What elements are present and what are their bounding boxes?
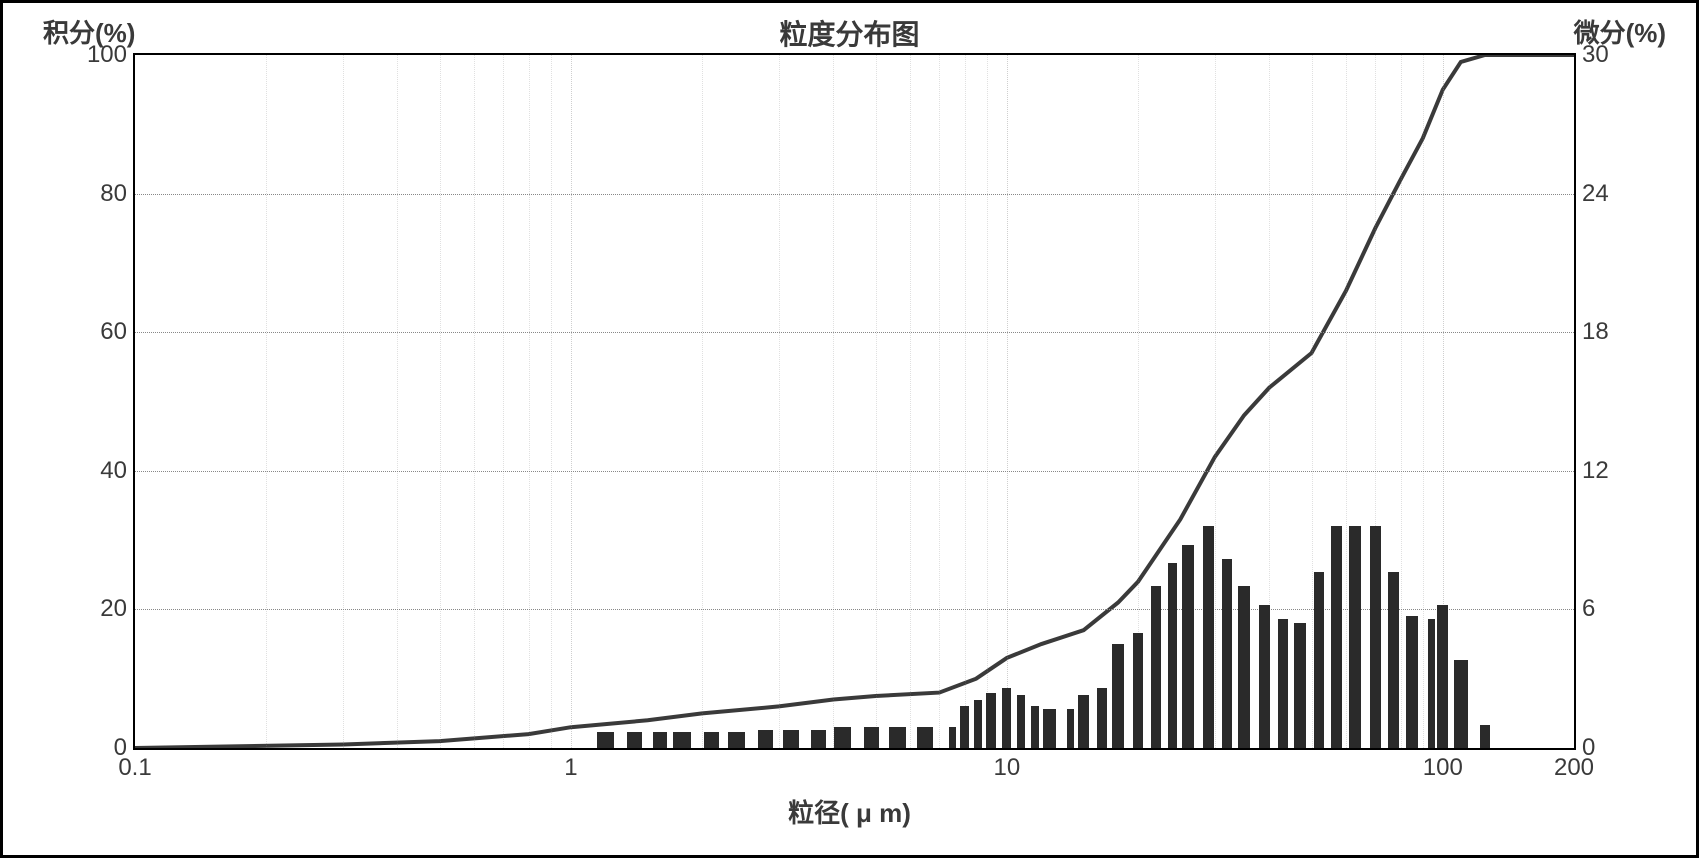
histogram-bar (949, 727, 956, 748)
histogram-bar (1406, 616, 1417, 748)
histogram-bar (1031, 706, 1039, 748)
grid-line-vertical (1312, 55, 1313, 748)
grid-line-vertical (1215, 55, 1216, 748)
ytick-left: 40 (100, 457, 135, 485)
histogram-bar (986, 693, 995, 748)
grid-line-vertical (1423, 55, 1424, 748)
grid-line-vertical (779, 55, 780, 748)
histogram-bar (627, 732, 642, 748)
x-axis-label: 粒径( μ m) (788, 793, 911, 830)
histogram-bar (1480, 725, 1491, 748)
histogram-bar (1002, 688, 1011, 748)
grid-line-vertical (1346, 55, 1347, 748)
ytick-left: 20 (100, 595, 135, 623)
histogram-bar (1203, 526, 1214, 748)
histogram-bar (1331, 526, 1342, 748)
histogram-bar (1067, 709, 1075, 748)
histogram-bar (1112, 644, 1124, 748)
histogram-bar (834, 727, 852, 748)
histogram-bar (917, 727, 933, 748)
grid-line-vertical (987, 55, 988, 748)
histogram-bar (1097, 688, 1107, 748)
grid-line-vertical (529, 55, 530, 748)
histogram-bar (1222, 559, 1232, 748)
histogram-bar (1349, 526, 1361, 748)
histogram-bar (1238, 586, 1250, 748)
grid-line-vertical-major (1007, 55, 1008, 748)
grid-line-vertical (440, 55, 441, 748)
ytick-right: 30 (1574, 41, 1609, 69)
grid-line-vertical (397, 55, 398, 748)
ytick-right: 6 (1574, 595, 1595, 623)
grid-line-vertical (910, 55, 911, 748)
grid-line-vertical (1401, 55, 1402, 748)
grid-line-vertical (551, 55, 552, 748)
histogram-bar (811, 730, 825, 748)
xtick: 10 (993, 748, 1020, 782)
histogram-bar (1314, 572, 1324, 748)
grid-line-vertical (702, 55, 703, 748)
grid-line-horizontal (135, 471, 1574, 472)
grid-line-vertical (474, 55, 475, 748)
grid-line-vertical (876, 55, 877, 748)
xtick: 100 (1423, 748, 1463, 782)
histogram-bar (1278, 619, 1288, 748)
histogram-bar (728, 732, 746, 748)
grid-line-vertical (343, 55, 344, 748)
xtick: 0.1 (118, 748, 151, 782)
histogram-bar (704, 732, 719, 748)
grid-line-vertical (965, 55, 966, 748)
histogram-bar (1437, 605, 1448, 748)
chart-container: 粒度分布图 积分(%) 微分(%) 粒径( μ m) 0020640126018… (33, 13, 1666, 825)
histogram-bar (597, 732, 615, 748)
histogram-bar (974, 700, 982, 749)
histogram-bar (1017, 695, 1025, 748)
ytick-right: 24 (1574, 180, 1609, 208)
histogram-bar (1259, 605, 1270, 748)
xtick: 200 (1554, 748, 1594, 782)
xtick: 1 (564, 748, 577, 782)
grid-line-vertical-major (571, 55, 572, 748)
grid-line-vertical (833, 55, 834, 748)
histogram-bar (1182, 545, 1194, 748)
histogram-bar (889, 727, 906, 748)
ytick-right: 12 (1574, 457, 1609, 485)
histogram-bar (1078, 695, 1089, 748)
histogram-bar (1168, 563, 1177, 748)
ytick-left: 80 (100, 180, 135, 208)
histogram-bar (960, 706, 968, 748)
grid-line-horizontal (135, 194, 1574, 195)
histogram-bar (1133, 633, 1144, 749)
ytick-left: 100 (87, 41, 135, 69)
grid-line-vertical (939, 55, 940, 748)
histogram-bar (864, 727, 879, 748)
grid-line-vertical (266, 55, 267, 748)
histogram-bar (673, 732, 691, 748)
histogram-bar (783, 730, 799, 748)
histogram-bar (1388, 572, 1399, 748)
plot-area: 00206401260188024100300.1110100200 (133, 53, 1576, 750)
ytick-left: 60 (100, 318, 135, 346)
histogram-bar (1370, 526, 1381, 748)
histogram-bar (1151, 586, 1161, 748)
histogram-bar (1428, 619, 1435, 748)
ytick-right: 18 (1574, 318, 1609, 346)
histogram-bar (1454, 660, 1469, 748)
grid-line-horizontal (135, 332, 1574, 333)
histogram-bar (653, 732, 666, 748)
histogram-bar (1294, 623, 1305, 748)
chart-title: 粒度分布图 (779, 13, 919, 53)
histogram-bar (1043, 709, 1056, 748)
histogram-bar (758, 730, 773, 748)
grid-line-vertical (503, 55, 504, 748)
